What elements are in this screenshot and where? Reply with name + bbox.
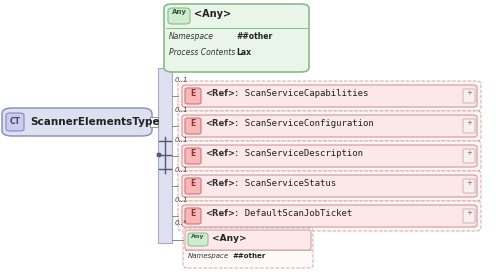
FancyBboxPatch shape [182, 85, 477, 107]
FancyBboxPatch shape [182, 145, 477, 167]
Text: E: E [190, 119, 196, 128]
Text: +: + [466, 210, 472, 216]
Text: ##other: ##other [236, 32, 272, 41]
Text: +: + [466, 150, 472, 156]
FancyBboxPatch shape [185, 230, 311, 250]
FancyBboxPatch shape [185, 208, 201, 224]
FancyBboxPatch shape [164, 4, 309, 72]
FancyBboxPatch shape [168, 8, 190, 24]
Text: : ScanServiceDescription: : ScanServiceDescription [234, 149, 363, 158]
Text: <Ref>: <Ref> [205, 209, 235, 218]
Text: 0..1: 0..1 [175, 167, 188, 173]
Text: ScannerElementsType: ScannerElementsType [30, 117, 160, 127]
Text: : ScanServiceCapabilities: : ScanServiceCapabilities [234, 89, 368, 98]
Bar [158, 68, 172, 243]
FancyBboxPatch shape [183, 228, 313, 268]
Text: +: + [466, 90, 472, 96]
Text: Any: Any [191, 234, 205, 239]
Text: : ScanServiceStatus: : ScanServiceStatus [234, 179, 336, 188]
Bar [150, 117, 158, 127]
Text: 0..1: 0..1 [175, 197, 188, 203]
FancyBboxPatch shape [463, 119, 475, 133]
Text: <Any>: <Any> [212, 234, 247, 243]
FancyBboxPatch shape [185, 148, 201, 164]
FancyBboxPatch shape [463, 209, 475, 223]
FancyBboxPatch shape [463, 179, 475, 193]
FancyBboxPatch shape [157, 153, 161, 157]
FancyBboxPatch shape [182, 205, 477, 227]
FancyBboxPatch shape [2, 108, 152, 136]
Text: 0..1: 0..1 [175, 77, 188, 83]
Text: <Ref>: <Ref> [205, 149, 235, 158]
Text: : DefaultScanJobTicket: : DefaultScanJobTicket [234, 209, 352, 218]
Text: E: E [190, 179, 196, 188]
Text: E: E [190, 209, 196, 218]
Text: 0..1: 0..1 [175, 107, 188, 113]
Text: <Ref>: <Ref> [205, 119, 235, 128]
Text: : ScanServiceConfiguration: : ScanServiceConfiguration [234, 119, 374, 128]
Text: Any: Any [171, 9, 186, 15]
FancyBboxPatch shape [178, 171, 481, 201]
FancyBboxPatch shape [185, 88, 201, 104]
FancyBboxPatch shape [178, 81, 481, 111]
Text: Namespace: Namespace [169, 32, 214, 41]
FancyBboxPatch shape [178, 201, 481, 231]
Text: Namespace: Namespace [188, 253, 229, 259]
Text: <Ref>: <Ref> [205, 89, 235, 98]
Text: +: + [466, 180, 472, 186]
Text: E: E [190, 149, 196, 158]
Text: +: + [466, 120, 472, 126]
FancyBboxPatch shape [188, 233, 208, 246]
Text: <Ref>: <Ref> [205, 179, 235, 188]
Text: 0..*: 0..* [175, 220, 187, 226]
Text: ##other: ##other [233, 253, 266, 259]
FancyBboxPatch shape [463, 149, 475, 163]
Text: <Any>: <Any> [194, 9, 231, 19]
FancyBboxPatch shape [178, 141, 481, 171]
Text: 0..1: 0..1 [175, 137, 188, 143]
Text: Lax: Lax [236, 48, 251, 57]
FancyBboxPatch shape [185, 178, 201, 194]
Text: =: = [151, 118, 157, 124]
FancyBboxPatch shape [182, 175, 477, 197]
FancyBboxPatch shape [185, 118, 201, 134]
FancyBboxPatch shape [6, 113, 24, 131]
FancyBboxPatch shape [182, 115, 477, 137]
FancyBboxPatch shape [178, 111, 481, 141]
FancyBboxPatch shape [463, 89, 475, 103]
Text: Process Contents: Process Contents [169, 48, 235, 57]
Text: E: E [190, 89, 196, 98]
Text: CT: CT [9, 117, 20, 126]
